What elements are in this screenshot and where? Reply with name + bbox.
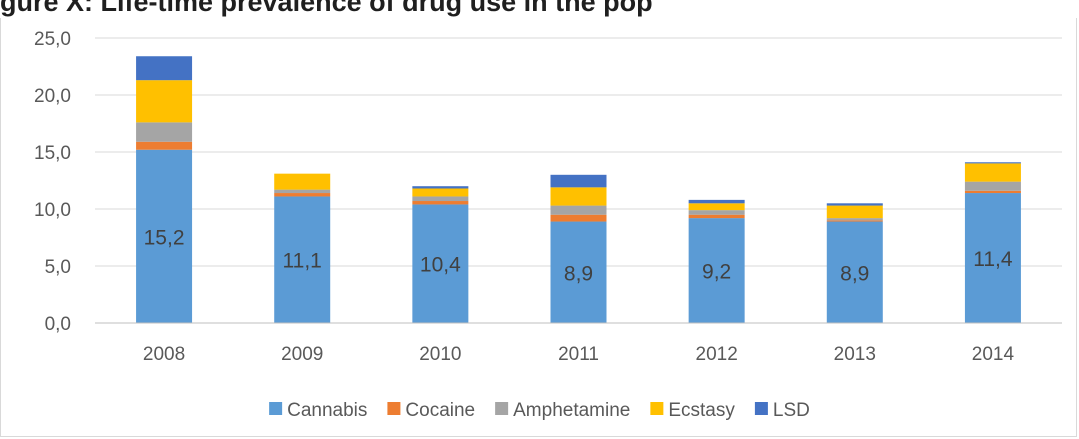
chart-title-strip: gure X: Life-time prevalence of drug use…: [0, 0, 1079, 20]
bar-cocaine-2012: [688, 214, 745, 219]
bar-cannabis-2008: [136, 149, 193, 323]
legend: Cannabis Cocaine Amphetamine Ecstasy LSD: [269, 400, 810, 421]
bars: [136, 56, 1021, 323]
bar-ecstasy-2010: [412, 188, 469, 197]
legend-label: Cannabis: [287, 400, 367, 421]
x-tick-label: 2013: [834, 344, 876, 365]
bar-ecstasy-2011: [550, 187, 607, 206]
legend-swatch-cocaine: [387, 402, 401, 415]
bar-amphetamine-2012: [688, 210, 745, 215]
bar-cannabis-2012: [688, 218, 745, 323]
bar-cannabis-2010: [412, 204, 469, 323]
y-tick-label: 15,0: [34, 143, 71, 164]
bar-cocaine-2010: [412, 201, 469, 205]
y-tick-label: 25,0: [34, 29, 71, 50]
bar-lsd-2013: [826, 203, 883, 206]
legend-swatch-cannabis: [269, 402, 283, 415]
bar-cannabis-2011: [550, 221, 607, 323]
y-tick-label: 20,0: [34, 86, 71, 107]
bar-cannabis-2014: [964, 193, 1021, 323]
x-tick-label: 2011: [558, 344, 599, 365]
bar-amphetamine-2014: [964, 181, 1021, 191]
data-label: 15,2: [144, 226, 185, 249]
bar-ecstasy-2013: [826, 205, 883, 219]
bar-ecstasy-2008: [136, 80, 193, 123]
x-tick-label: 2014: [972, 344, 1015, 365]
bar-ecstasy-2014: [964, 163, 1021, 182]
x-tick-label: 2009: [281, 344, 323, 365]
legend-label: Cocaine: [405, 400, 475, 421]
x-tick-label: 2010: [419, 344, 461, 365]
data-label: 8,9: [564, 262, 593, 285]
data-label: 11,4: [973, 248, 1013, 271]
bar-lsd-2014: [964, 162, 1021, 164]
legend-swatch-amphetamine: [495, 402, 509, 415]
x-axis: 2008 2009 2010 2011 2012 2013 2014: [95, 322, 1062, 365]
bar-amphetamine-2011: [550, 205, 607, 215]
data-label: 10,4: [420, 254, 461, 277]
bar-cocaine-2009: [274, 193, 331, 197]
data-label: 11,1: [283, 250, 322, 273]
bar-cocaine-2011: [550, 214, 607, 222]
legend-label: LSD: [773, 400, 810, 421]
bar-ecstasy-2009: [274, 173, 331, 190]
bar-ecstasy-2012: [688, 203, 745, 211]
legend-label: Ecstasy: [668, 400, 735, 421]
bar-cocaine-2008: [136, 141, 193, 150]
bar-lsd-2010: [412, 186, 469, 189]
legend-swatch-lsd: [754, 402, 768, 415]
chart-frame: [0, 18, 1077, 437]
bar-amphetamine-2010: [412, 196, 469, 202]
x-tick-label: 2012: [696, 344, 738, 365]
bar-lsd-2011: [550, 174, 607, 188]
y-tick-label: 10,0: [34, 200, 71, 221]
bar-cocaine-2014: [964, 190, 1021, 194]
legend-label: Amphetamine: [513, 400, 630, 421]
bar-lsd-2008: [136, 56, 193, 81]
bar-amphetamine-2013: [826, 218, 883, 221]
bar-cocaine-2013: [826, 220, 883, 222]
bar-cannabis-2009: [274, 196, 331, 323]
legend-swatch-ecstasy: [650, 402, 664, 415]
y-tick-label: 0,0: [45, 314, 71, 335]
x-tick-label: 2008: [143, 344, 185, 365]
data-label: 9,2: [702, 261, 731, 284]
y-tick-label: 5,0: [45, 257, 71, 278]
y-axis: 0,0 5,0 10,0 15,0 20,0 25,0: [34, 29, 71, 335]
bar-amphetamine-2008: [136, 122, 193, 142]
data-label: 8,9: [840, 262, 869, 285]
bar-cannabis-2013: [826, 221, 883, 323]
bar-lsd-2012: [688, 199, 745, 204]
data-labels: 15,2 11,1 10,4 8,9 9,2 8,9 11,4: [144, 226, 1013, 285]
chart-title: gure X: Life-time prevalence of drug use…: [0, 0, 653, 17]
bar-amphetamine-2009: [274, 189, 331, 194]
